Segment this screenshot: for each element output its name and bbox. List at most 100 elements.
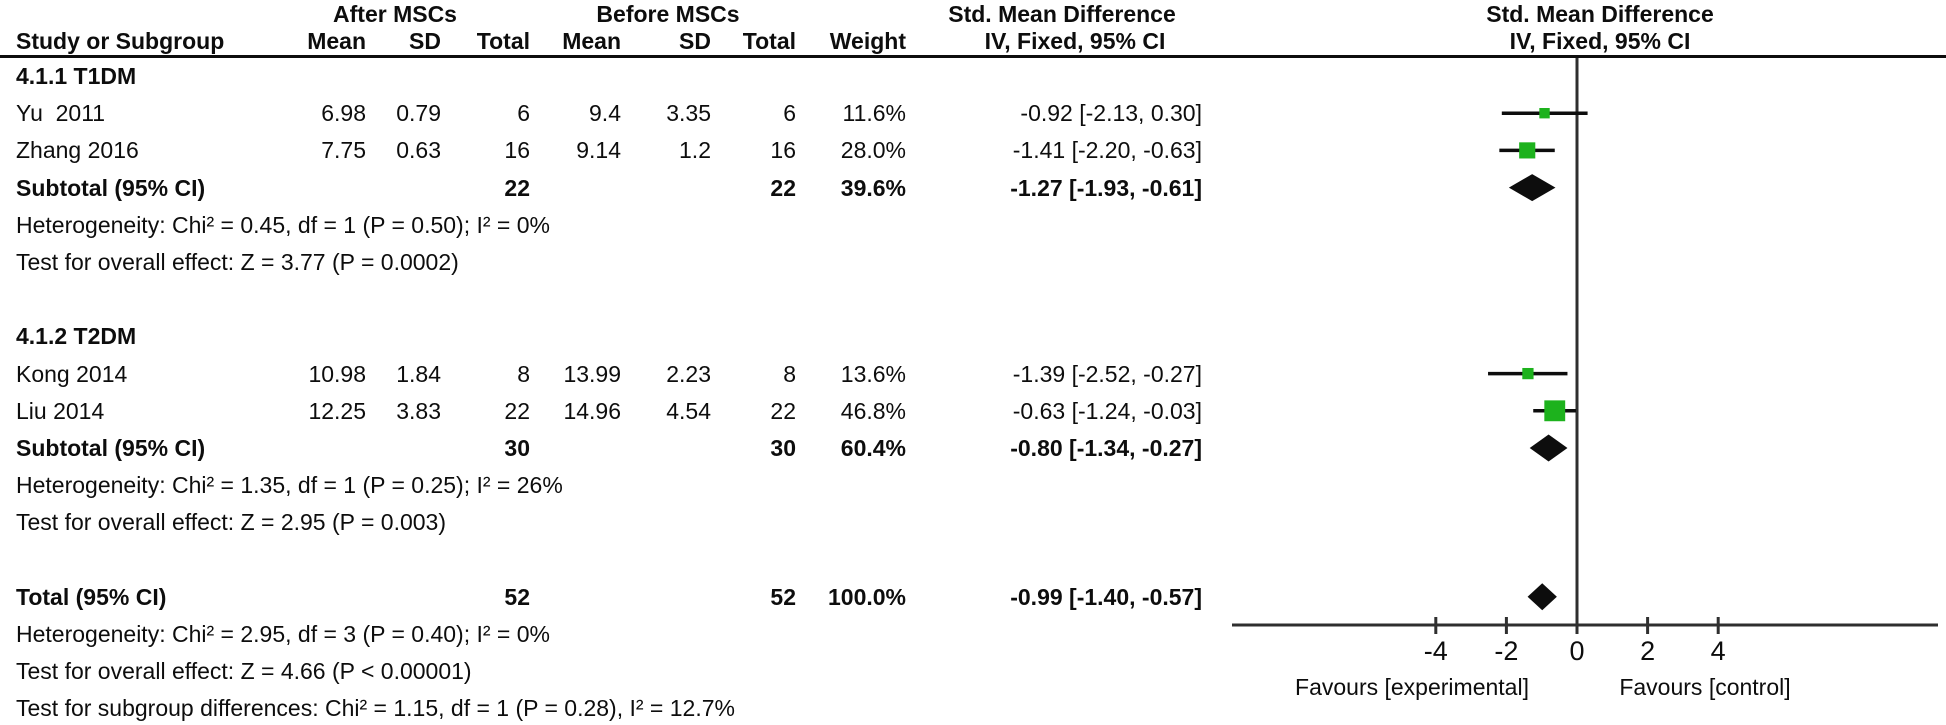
col-header-sd-after: SD [409, 28, 441, 54]
weight-cell: 11.6% [842, 100, 906, 127]
stat-line: Test for overall effect: Z = 3.77 (P = 0… [16, 249, 459, 275]
table-row: 4.1.2 T2DM [0, 322, 1946, 350]
col-group-header-smd-plot: Std. Mean Difference [1486, 1, 1714, 27]
mean-after-cell: 10.98 [308, 360, 366, 387]
subtotal-diamond [1508, 174, 1556, 202]
weight-cell: 60.4% [840, 435, 906, 461]
weight-cell: 28.0% [840, 137, 906, 164]
mean-after-cell: 12.25 [308, 397, 366, 424]
stat-line: Heterogeneity: Chi² = 0.45, df = 1 (P = … [16, 211, 550, 238]
weight-cell: 46.8% [840, 397, 906, 424]
weight-cell: 13.6% [840, 360, 906, 387]
sd-after-cell: 0.63 [396, 137, 441, 164]
stat-line: Test for overall effect: Z = 2.95 (P = 0… [16, 509, 446, 536]
study-label: Subtotal (95% CI) [16, 435, 206, 461]
total-before-cell: 6 [783, 100, 796, 127]
stat-line: Heterogeneity: Chi² = 2.95, df = 3 (P = … [16, 621, 550, 647]
study-label: Subtotal (95% CI) [16, 174, 206, 201]
total-after-cell: 22 [504, 397, 530, 424]
effect-point-marker [1519, 142, 1536, 159]
total-after-cell: 16 [504, 137, 530, 164]
total-before-cell: 8 [783, 360, 796, 387]
study-label: Zhang 2016 [16, 137, 139, 164]
total-after-cell: 6 [517, 100, 530, 127]
total-after-cell: 52 [504, 583, 530, 610]
effect-point-marker [1522, 367, 1534, 380]
effect-point-marker [1539, 108, 1550, 119]
ci-cell: -0.99 [-1.40, -0.57] [1010, 583, 1202, 610]
ci-cell: -1.41 [-2.20, -0.63] [1012, 137, 1202, 164]
effect-point-marker [1544, 400, 1566, 422]
col-header-sd-before: SD [679, 28, 711, 54]
weight-cell: 100.0% [827, 583, 906, 610]
table-row: Yu 2011 6.98 0.79 9.4 3.35 6 6 11.6% -0.92 [-2.1… [0, 99, 1946, 127]
x-axis-tick-label: 4 [1711, 636, 1726, 666]
mean-before-cell: 9.14 [576, 137, 621, 164]
ci-cell: -0.63 [-1.24, -0.03] [1012, 397, 1202, 424]
ci-cell: -0.92 [-2.13, 0.30] [1020, 100, 1202, 127]
stat-line: Heterogeneity: Chi² = 1.35, df = 1 (P = … [16, 472, 563, 499]
mean-before-cell: 9.4 [589, 100, 621, 127]
table-row: Subtotal (95% CI) 22 22 39.6% -1.27 [-1.93, … [0, 174, 1946, 202]
total-after-cell: 30 [504, 435, 530, 461]
table-row: Liu 2014 12.25 3.83 14.96 4.54 22 22 46.8% -0.63… [0, 397, 1946, 425]
table-row: Test for overall effect: Z = 2.95 (P = 0… [0, 508, 1946, 536]
subgroup-heading: 4.1.1 T1DM [16, 63, 137, 89]
sd-after-cell: 3.83 [396, 397, 441, 424]
total-before-cell: 30 [770, 435, 796, 461]
col-header-ci-text: IV, Fixed, 95% CI [984, 28, 1166, 54]
sd-after-cell: 1.84 [396, 360, 441, 387]
table-row: Test for overall effect: Z = 3.77 (P = 0… [0, 248, 1946, 276]
subgroup-heading: 4.1.2 T2DM [16, 323, 137, 350]
col-group-header-smd-text: Std. Mean Difference [948, 1, 1176, 27]
total-before-cell: 52 [770, 583, 796, 610]
sd-before-cell: 1.2 [679, 137, 711, 164]
x-axis-tick-label: -4 [1424, 636, 1448, 666]
col-header-total-before: Total [742, 28, 796, 54]
study-label: Liu 2014 [16, 397, 105, 424]
x-axis-tick-label: 0 [1569, 636, 1584, 666]
total-diamond [1527, 583, 1557, 611]
mean-after-cell: 7.75 [321, 137, 366, 164]
table-row: Heterogeneity: Chi² = 1.35, df = 1 (P = … [0, 471, 1946, 499]
sd-before-cell: 2.23 [666, 360, 711, 387]
sd-after-cell: 0.79 [396, 100, 441, 127]
mean-before-cell: 13.99 [563, 360, 621, 387]
total-before-cell: 16 [770, 137, 796, 164]
col-header-mean-before: Mean [562, 28, 621, 54]
total-before-cell: 22 [770, 397, 796, 424]
ci-cell: -1.27 [-1.93, -0.61] [1010, 174, 1202, 201]
table-row: Test for subgroup differences: Chi² = 1.… [0, 694, 1946, 722]
table-row: Test for overall effect: Z = 4.66 (P < 0… [0, 657, 1946, 685]
study-label: Kong 2014 [16, 360, 128, 387]
col-header-mean-after: Mean [307, 28, 366, 54]
table-row: Total (95% CI) 52 52 100.0% -0.99 [-1.40, -0… [0, 583, 1946, 611]
ci-cell: -0.80 [-1.34, -0.27] [1010, 435, 1202, 461]
col-group-header-before: Before MSCs [596, 1, 740, 27]
subtotal-diamond [1529, 434, 1568, 462]
table-row: 4.1.1 T1DM [0, 62, 1946, 90]
total-after-cell: 8 [517, 360, 530, 387]
col-group-header-after: After MSCs [333, 1, 457, 27]
study-label: Total (95% CI) [16, 583, 167, 610]
mean-after-cell: 6.98 [321, 100, 366, 127]
table-row: Heterogeneity: Chi² = 0.45, df = 1 (P = … [0, 211, 1946, 239]
x-axis-tick-label: 2 [1640, 636, 1655, 666]
favours-control-label: Favours [control] [1619, 674, 1790, 700]
col-header-weight: Weight [829, 28, 906, 54]
table-row: Subtotal (95% CI) 30 30 60.4% -0.80 [-1.34, … [0, 434, 1946, 462]
col-header-total-after: Total [476, 28, 530, 54]
mean-before-cell: 14.96 [563, 397, 621, 424]
stat-line: Test for subgroup differences: Chi² = 1.… [16, 695, 735, 722]
total-after-cell: 22 [504, 174, 530, 201]
favours-experimental-label: Favours [experimental] [1295, 674, 1529, 700]
ci-cell: -1.39 [-2.52, -0.27] [1012, 360, 1202, 387]
study-label: Yu 2011 [16, 100, 106, 127]
col-header-ci-plot: IV, Fixed, 95% CI [1509, 28, 1691, 54]
weight-cell: 39.6% [840, 174, 906, 201]
sd-before-cell: 3.35 [666, 100, 711, 127]
stat-line: Test for overall effect: Z = 4.66 (P < 0… [16, 658, 472, 685]
table-row: Heterogeneity: Chi² = 2.95, df = 3 (P = … [0, 620, 1946, 648]
